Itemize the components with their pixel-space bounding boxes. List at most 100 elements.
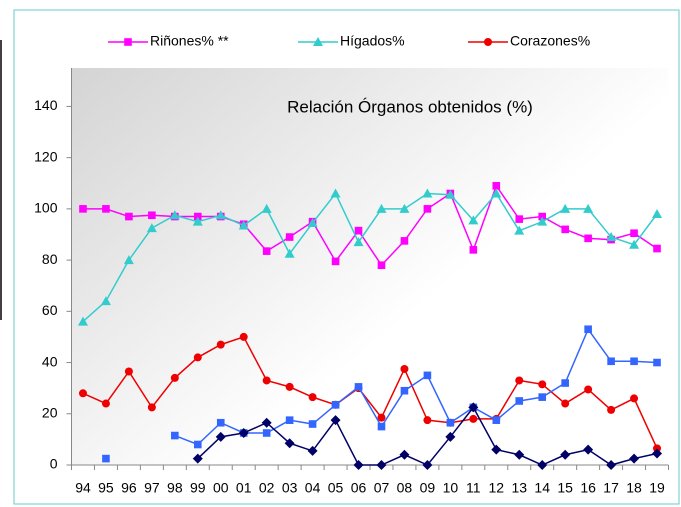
x-tick-label: 19 [649,480,665,496]
point [515,376,524,385]
point [169,210,180,220]
point [584,325,592,334]
point [102,454,110,463]
chart-title: Relación Órganos obtenidos (%) [287,97,533,116]
x-tick-label: 96 [121,480,137,496]
point [216,340,225,349]
point [239,332,248,341]
x-tick-label: 95 [98,480,114,496]
y-tick-label: 80 [42,251,58,267]
point [147,403,156,412]
x-tick-label: 15 [557,480,573,496]
point [607,405,616,414]
point [285,416,294,424]
point [307,217,318,227]
point [560,203,571,213]
point [146,223,157,233]
point [583,444,594,455]
y-tick-label: 120 [34,148,58,164]
x-tick-label: 05 [328,480,344,496]
point [561,379,569,387]
point [446,418,455,427]
x-tick-label: 99 [190,480,206,496]
point [313,37,323,46]
point [514,225,525,235]
point [606,232,617,242]
y-tick-label: 40 [42,353,58,369]
point [193,212,202,221]
point [400,237,409,245]
point [630,229,638,238]
x-tick-label: 10 [443,480,459,496]
point [261,203,272,213]
y-tick-label: 60 [42,302,58,318]
point [216,418,225,427]
x-tick-label: 09 [420,480,436,496]
point [537,216,548,226]
point [124,367,133,376]
x-tick-label: 02 [259,480,275,496]
point [148,211,156,220]
point [422,188,433,198]
point [330,188,341,198]
point [468,402,479,413]
point [125,212,133,221]
x-tick-label: 98 [167,480,183,496]
point [124,38,132,46]
point [192,453,203,464]
point [262,247,271,255]
x-tick-label: 97 [144,480,160,496]
point [629,239,640,249]
point [170,373,179,382]
point [514,449,525,460]
point [192,216,203,226]
point [492,416,501,424]
point [629,453,640,464]
point [285,382,294,391]
x-tick-label: 12 [488,480,504,496]
point [377,422,386,431]
point [78,389,87,398]
x-tick-label: 13 [511,480,527,496]
point [193,440,202,449]
point [102,205,110,213]
point [377,413,386,422]
point [468,215,479,225]
point [469,246,478,254]
x-tick-label: 07 [374,480,390,496]
point [353,460,364,470]
point [515,215,524,223]
point [445,189,456,199]
point [606,460,617,470]
point [653,358,661,367]
point [400,386,409,395]
point [79,205,87,213]
point [77,316,88,326]
point [331,257,340,266]
point [538,393,547,401]
x-tick-label: 01 [236,480,252,496]
y-tick-label: 140 [34,97,58,113]
point [561,225,569,234]
point [377,261,386,270]
point [100,296,111,306]
point [445,431,456,442]
point [330,415,341,426]
point [261,417,272,428]
x-tick-label: 00 [213,480,229,496]
point [561,399,570,408]
x-tick-label: 17 [603,480,619,496]
point [284,438,295,449]
point [308,393,317,402]
point [376,460,387,470]
point [423,416,432,425]
point [491,188,502,198]
point [215,431,226,442]
point [307,445,318,456]
x-tick-label: 04 [305,480,321,496]
chart-border [13,9,680,505]
point [652,448,663,459]
x-tick-label: 06 [351,480,367,496]
point [353,237,364,247]
